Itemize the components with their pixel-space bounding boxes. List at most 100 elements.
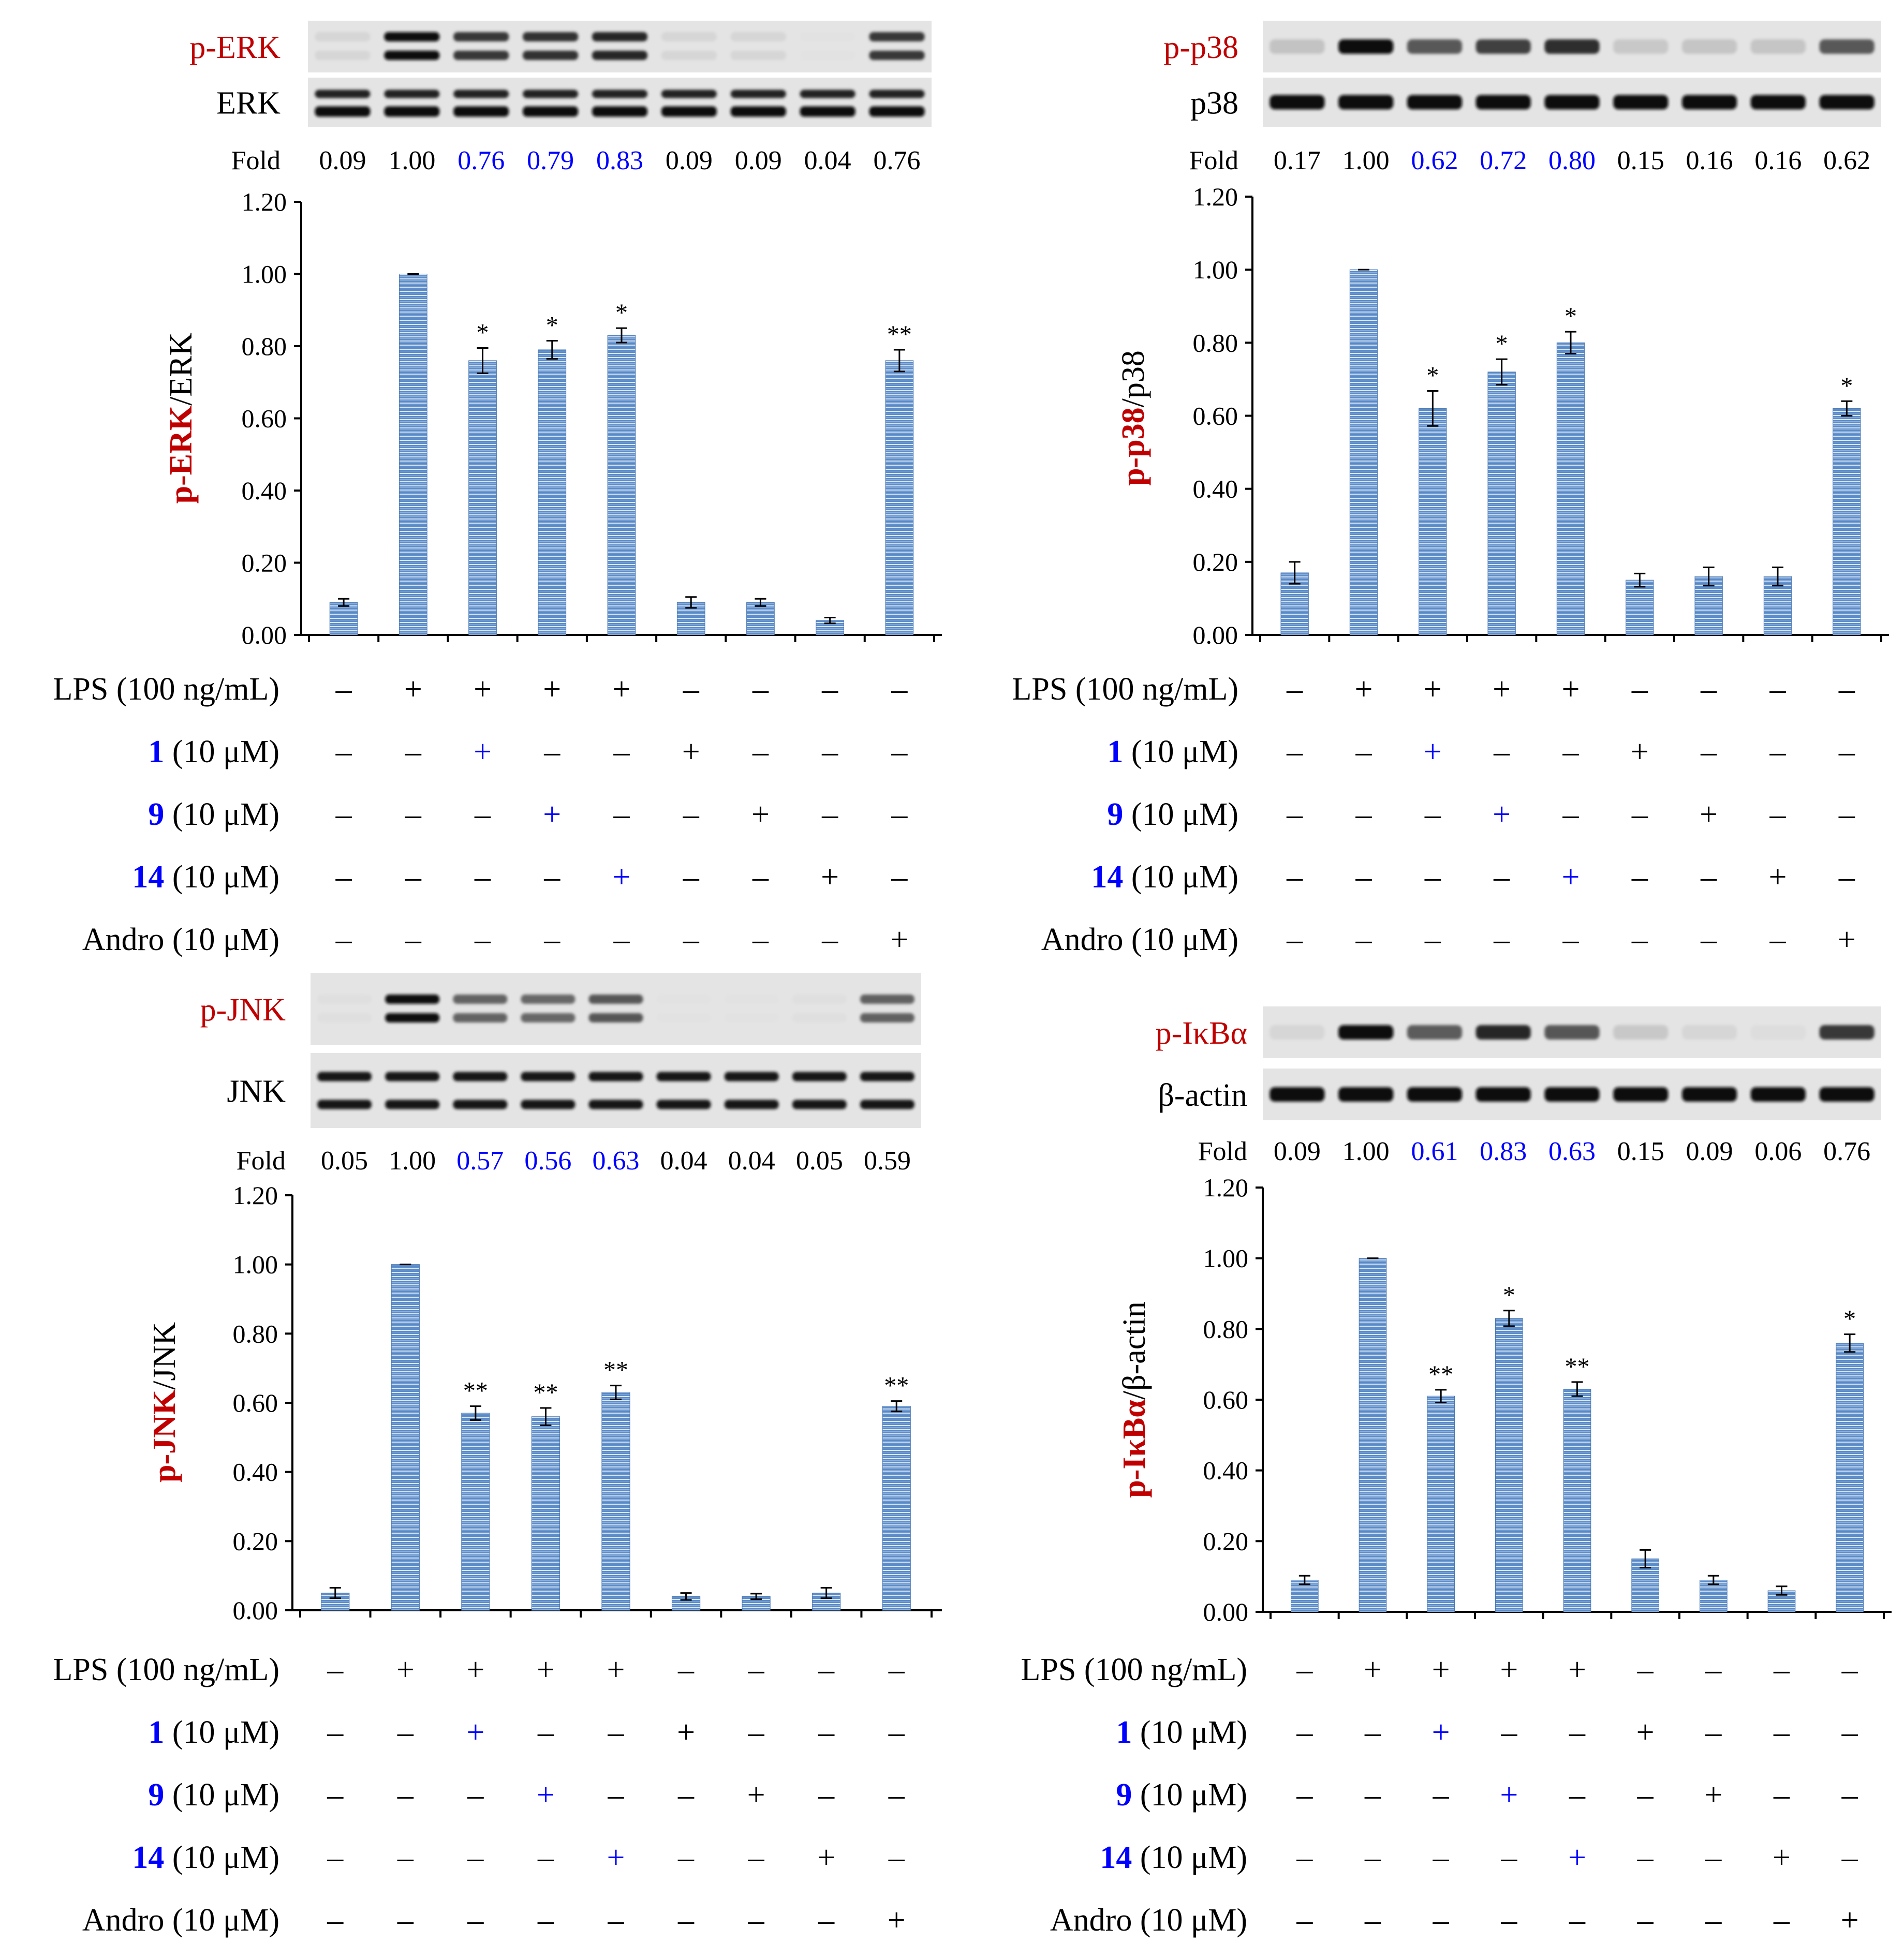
condition-text: Andro (10 μM): [1050, 1903, 1247, 1938]
fold-value: 0.05: [321, 1146, 368, 1176]
condition-minus: –: [891, 672, 908, 707]
blot-band: [800, 90, 855, 98]
y-axis-label-reference: /ERK: [164, 332, 199, 405]
condition-minus: –: [1286, 859, 1303, 895]
fold-value: 0.62: [1823, 146, 1870, 175]
condition-minus: –: [1562, 922, 1580, 957]
condition-minus: –: [1705, 1840, 1722, 1875]
condition-text: (10 μM): [164, 1777, 279, 1813]
blot-band: [1819, 1025, 1875, 1040]
blot-band: [385, 995, 440, 1004]
condition-minus: –: [1631, 922, 1648, 957]
fold-value: 0.09: [1686, 1137, 1733, 1166]
blot-band: [1681, 1087, 1737, 1102]
condition-minus: –: [1562, 797, 1580, 832]
condition-text: (10 μM): [164, 859, 279, 895]
blot-band: [385, 1013, 440, 1022]
blot-band: [661, 106, 717, 117]
bar: [468, 360, 497, 635]
condition-minus: –: [1637, 1777, 1654, 1813]
condition-label-lps: LPS (100 ng/mL): [1012, 672, 1238, 707]
condition-minus: –: [891, 859, 908, 895]
condition-text: (10 μM): [1123, 859, 1238, 895]
compound-number: 9: [148, 797, 164, 832]
condition-plus: +: [677, 1715, 695, 1750]
blot-band: [1613, 1025, 1669, 1040]
blot-band: [1475, 95, 1531, 110]
blot-band: [1544, 1025, 1600, 1040]
fold-value: 0.15: [1617, 1137, 1664, 1166]
condition-minus: –: [1364, 1777, 1381, 1813]
blot-band: [385, 1072, 440, 1081]
condition-minus: –: [543, 922, 560, 957]
condition-minus: –: [821, 734, 838, 769]
blot-band: [317, 995, 372, 1004]
condition-minus: –: [608, 1777, 625, 1813]
blot-band: [453, 106, 509, 117]
y-tick-label: 0.60: [233, 1388, 278, 1417]
condition-minus: –: [1569, 1903, 1586, 1938]
condition-minus: –: [1424, 859, 1441, 895]
blot-band: [453, 1013, 508, 1022]
blot-band: [724, 1072, 779, 1081]
y-axis-label-protein: p-IκBα: [1117, 1400, 1152, 1498]
blot-band: [656, 1013, 711, 1022]
condition-minus: –: [677, 1652, 695, 1687]
y-tick-label: 0.80: [1203, 1314, 1249, 1343]
condition-plus: +: [1493, 797, 1511, 832]
condition-text: LPS (100 ng/mL): [53, 672, 279, 707]
blot-label-phospho: p-p38: [1163, 30, 1238, 65]
fold-value: 0.56: [524, 1146, 571, 1176]
condition-plus: +: [404, 672, 422, 707]
condition-plus: +: [1636, 1715, 1655, 1750]
compound-number: 1: [1107, 734, 1123, 769]
blot-band: [1681, 1025, 1737, 1040]
fold-value: 0.76: [1823, 1137, 1870, 1166]
blot-band: [1475, 1025, 1531, 1040]
blot-band: [588, 995, 643, 1004]
significance-marker: *: [1564, 303, 1577, 330]
condition-minus: –: [335, 672, 352, 707]
fold-label: Fold: [1189, 146, 1238, 175]
y-tick-label: 0.80: [1193, 328, 1238, 357]
blot-band: [730, 90, 786, 98]
bar: [1700, 1580, 1728, 1612]
fold-value: 0.76: [874, 146, 921, 175]
blot-band: [1270, 1087, 1325, 1102]
y-tick-label: 0.20: [242, 548, 287, 577]
condition-minus: –: [1631, 797, 1648, 832]
compound-number: 1: [148, 734, 164, 769]
condition-plus: +: [613, 672, 631, 707]
y-tick-label: 1.00: [1193, 255, 1238, 284]
significance-marker: *: [1496, 330, 1508, 358]
condition-minus: –: [1433, 1903, 1450, 1938]
blot-band: [588, 1013, 643, 1022]
blot-band: [1613, 95, 1669, 110]
bar: [601, 1392, 630, 1611]
significance-marker: *: [546, 312, 558, 339]
condition-plus: +: [1562, 859, 1580, 895]
condition-minus: –: [752, 922, 769, 957]
blot-band: [724, 1013, 779, 1022]
fold-value: 0.04: [728, 1146, 775, 1176]
significance-marker: *: [1840, 372, 1853, 399]
blot-band: [1819, 95, 1875, 110]
bar: [531, 1416, 560, 1611]
y-tick-label: 0.20: [1203, 1526, 1249, 1555]
condition-minus: –: [405, 922, 422, 957]
condition-plus: +: [682, 734, 700, 769]
fold-value: 0.72: [1480, 146, 1527, 175]
condition-label-lps: LPS (100 ng/mL): [53, 1652, 279, 1687]
bar: [885, 360, 914, 635]
condition-minus: –: [608, 1715, 625, 1750]
condition-minus: –: [1286, 922, 1303, 957]
y-tick-label: 0.80: [242, 332, 287, 361]
fold-value: 0.57: [456, 1146, 504, 1176]
significance-marker: **: [603, 1357, 628, 1384]
condition-minus: –: [1355, 859, 1372, 895]
condition-minus: –: [1355, 734, 1372, 769]
condition-minus: –: [327, 1715, 344, 1750]
condition-label-andro: Andro (10 μM): [1050, 1903, 1247, 1938]
condition-text: Andro (10 μM): [1041, 922, 1238, 957]
condition-minus: –: [613, 922, 630, 957]
